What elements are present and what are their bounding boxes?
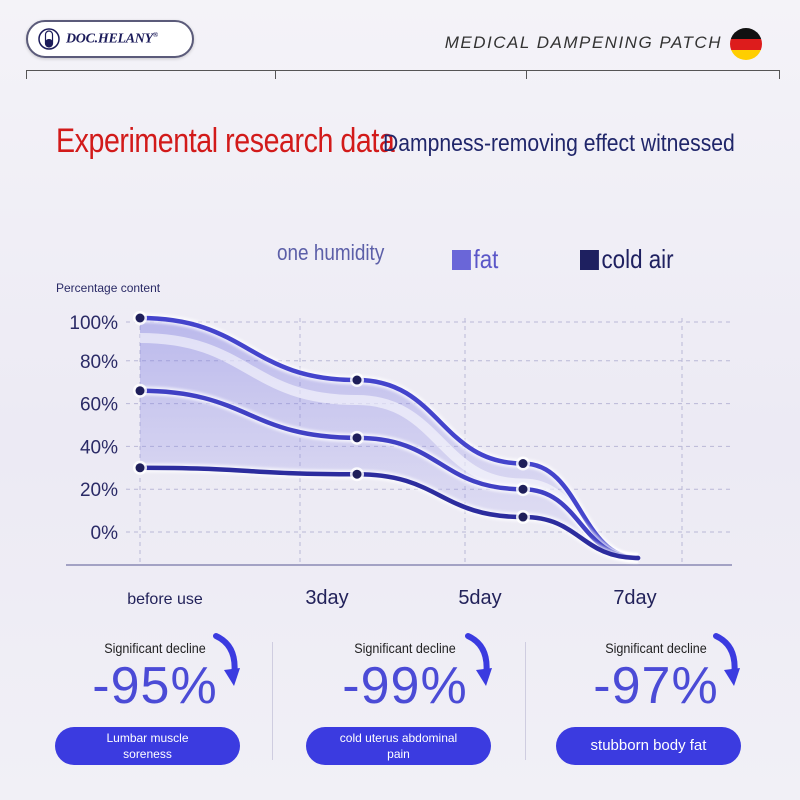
data-point — [518, 484, 528, 494]
legend-swatch-icon — [580, 250, 599, 270]
stat-label: Significant decline — [605, 640, 707, 656]
header-tick — [275, 70, 276, 79]
legend-cold-air: cold air — [580, 244, 674, 275]
y-tick-label: 80% — [80, 352, 118, 373]
product-title: MEDICAL DAMPENING PATCH — [444, 33, 722, 52]
german-flag-icon — [730, 28, 762, 60]
stat-pill-label: Lumbar muscle soreness — [55, 727, 240, 765]
stat-pill-body-fat: stubborn body fat — [556, 727, 741, 765]
legend-label: one humidity — [277, 240, 385, 265]
stat-label: Significant decline — [354, 640, 456, 656]
series-line-1 — [137, 315, 641, 561]
x-tick-label: 3day — [305, 587, 348, 609]
y-tick-label: 100% — [69, 313, 118, 334]
stat-cold-uterus: Significant decline -99% — [305, 640, 505, 716]
data-point — [352, 375, 362, 385]
stat-pill-label: cold uterus abdominal pain — [306, 727, 491, 765]
x-tick-label: before use — [127, 591, 203, 608]
legend-humidity: one humidity — [277, 240, 384, 266]
stat-pill-label: stubborn body fat — [556, 727, 741, 765]
stat-pill-cold-uterus: cold uterus abdominal pain — [306, 727, 491, 765]
legend-swatch-icon — [452, 250, 471, 270]
brand-name: DOC.HELANY® — [66, 30, 158, 47]
stat-divider — [525, 642, 526, 760]
y-axis-title: Percentage content — [56, 281, 161, 295]
legend-label: cold air — [601, 244, 674, 274]
header-tick — [26, 70, 27, 79]
data-point — [352, 433, 362, 443]
stat-pill-lumbar: Lumbar muscle soreness — [55, 727, 240, 765]
y-tick-label: 0% — [91, 523, 119, 544]
brand-logo: DOC.HELANY® — [26, 20, 194, 58]
data-point — [135, 463, 145, 473]
stat-body-fat: Significant decline -97% — [556, 640, 756, 716]
capsule-icon — [38, 28, 60, 50]
y-tick-label: 60% — [80, 395, 118, 416]
series-line-3 — [137, 465, 641, 561]
headline-effect: Dampness-removing effect witnessed — [383, 130, 735, 157]
data-point — [135, 386, 145, 396]
x-tick-label: 5day — [458, 587, 501, 609]
x-tick-label: 7day — [613, 587, 656, 609]
legend-fat: fat — [452, 244, 498, 275]
stat-value: -99% — [342, 657, 468, 715]
legend-label: fat — [473, 244, 499, 274]
header-tick — [526, 70, 527, 79]
series-line-2 — [137, 388, 641, 561]
curved-arrow-icon — [465, 633, 492, 686]
stat-lumbar: Significant decline -95% — [55, 640, 255, 716]
data-point — [135, 313, 145, 323]
line-chart: 100% 80% 60% 40% 20% 0% before use 3day 5day 7day — [66, 311, 732, 609]
stat-value: -97% — [593, 657, 719, 715]
y-tick-label: 20% — [80, 480, 118, 501]
stat-divider — [272, 642, 273, 760]
data-point — [518, 459, 528, 469]
curved-arrow-icon — [213, 633, 240, 686]
stat-label: Significant decline — [104, 640, 206, 656]
data-point — [352, 469, 362, 479]
header-tick — [779, 70, 780, 79]
y-tick-label: 40% — [80, 437, 118, 458]
header-divider — [26, 70, 780, 71]
headline-experimental: Experimental research data — [56, 122, 395, 160]
curved-arrow-icon — [713, 633, 740, 686]
stat-value: -95% — [92, 657, 218, 715]
data-point — [518, 512, 528, 522]
